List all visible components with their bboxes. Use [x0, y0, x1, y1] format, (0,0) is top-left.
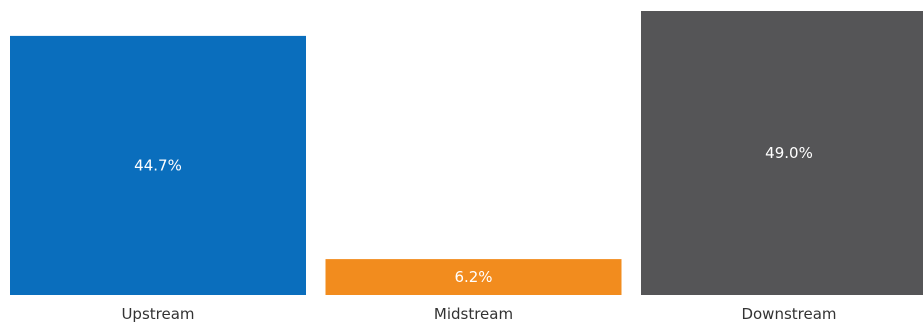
bar-value-label-downstream: 49.0%: [765, 144, 813, 162]
bar-upstream: [10, 35, 306, 296]
category-label-downstream: Downstream: [741, 305, 836, 323]
bar-midstream: [325, 259, 622, 295]
category-labels-group: Upstream Midstream Downstream: [121, 305, 836, 323]
bar-value-label-upstream: 44.7%: [134, 157, 182, 175]
value-labels-group: 44.7% 6.2% 49.0%: [134, 144, 813, 286]
bar-value-label-midstream: 6.2%: [454, 268, 492, 286]
category-label-midstream: Midstream: [434, 305, 513, 323]
bars-group: [10, 11, 923, 296]
category-label-upstream: Upstream: [121, 305, 194, 323]
bar-downstream: [641, 11, 923, 295]
